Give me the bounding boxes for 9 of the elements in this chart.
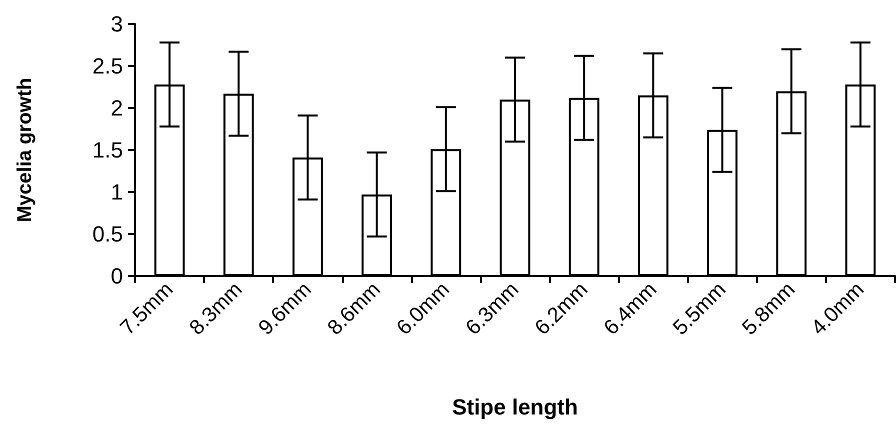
y-tick-label: 2.5 [92,54,123,78]
y-axis-title: Mycelia growth [14,78,36,222]
y-tick-label: 3 [110,12,123,36]
y-tick-label: 0 [110,264,123,288]
y-tick-label: 0.5 [92,222,123,246]
y-tick-label: 1 [110,180,123,204]
y-tick-label: 1.5 [92,138,123,162]
y-tick-label: 2 [110,96,123,120]
x-axis-title: Stipe length [452,394,578,420]
